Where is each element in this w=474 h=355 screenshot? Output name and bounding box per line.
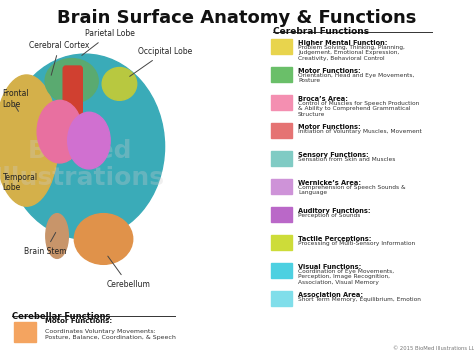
- Bar: [271, 151, 292, 166]
- Text: Higher Mental Function:: Higher Mental Function:: [298, 40, 388, 46]
- Ellipse shape: [5, 54, 164, 239]
- Bar: [271, 67, 292, 82]
- Bar: [271, 235, 292, 250]
- Text: Motor Functions:: Motor Functions:: [298, 124, 361, 130]
- Text: Coordination of Eye Movements,
Perception, Image Recognition,
Association, Visua: Coordination of Eye Movements, Perceptio…: [298, 269, 394, 285]
- Text: Cerebellum: Cerebellum: [106, 256, 150, 289]
- Ellipse shape: [102, 67, 137, 100]
- Bar: [271, 123, 292, 138]
- Ellipse shape: [74, 214, 133, 264]
- Ellipse shape: [68, 112, 110, 169]
- Text: Motor Functions:: Motor Functions:: [45, 318, 112, 324]
- Bar: [271, 39, 292, 54]
- FancyBboxPatch shape: [63, 66, 82, 153]
- Text: Auditory Functions:: Auditory Functions:: [298, 208, 371, 214]
- Ellipse shape: [46, 214, 68, 258]
- Ellipse shape: [37, 100, 82, 163]
- Ellipse shape: [0, 75, 58, 206]
- Text: Motor Functions:: Motor Functions:: [298, 68, 361, 74]
- Text: Sensory Functions:: Sensory Functions:: [298, 152, 369, 158]
- Bar: [271, 95, 292, 110]
- Text: Broca’s Area:: Broca’s Area:: [298, 96, 348, 102]
- Ellipse shape: [45, 59, 98, 103]
- Text: Brain Stem: Brain Stem: [24, 233, 66, 256]
- Text: Wernicke’s Area:: Wernicke’s Area:: [298, 180, 361, 186]
- Text: BioMed
Illustrations: BioMed Illustrations: [0, 138, 165, 190]
- Text: Cerebral Cortex: Cerebral Cortex: [29, 41, 90, 75]
- Bar: [271, 179, 292, 194]
- Text: Tactile Perceptions:: Tactile Perceptions:: [298, 236, 372, 242]
- Bar: [271, 263, 292, 278]
- Text: Coordinates Voluntary Movements:
Posture, Balance, Coordination, & Speech: Coordinates Voluntary Movements: Posture…: [45, 329, 176, 340]
- Text: Frontal
Lobe: Frontal Lobe: [3, 89, 29, 109]
- Text: Temporal
Lobe: Temporal Lobe: [3, 173, 38, 192]
- Text: Association Area:: Association Area:: [298, 292, 363, 298]
- Text: Control of Muscles for Speech Production
& Ability to Comprehend Grammatical
Str: Control of Muscles for Speech Production…: [298, 100, 419, 117]
- Text: Cerebral Functions: Cerebral Functions: [273, 27, 370, 36]
- Text: Cerebellar Functions: Cerebellar Functions: [12, 312, 110, 321]
- Text: Orientation, Head and Eye Movements,
Posture: Orientation, Head and Eye Movements, Pos…: [298, 72, 414, 83]
- Bar: [271, 207, 292, 222]
- Text: Occipital Lobe: Occipital Lobe: [130, 47, 192, 76]
- Text: Comprehension of Speech Sounds &
Language: Comprehension of Speech Sounds & Languag…: [298, 185, 406, 195]
- Text: © 2015 BioMed Illustrations LLC™: © 2015 BioMed Illustrations LLC™: [393, 346, 474, 351]
- Text: Visual Functions:: Visual Functions:: [298, 264, 362, 270]
- Text: Brain Surface Anatomy & Functions: Brain Surface Anatomy & Functions: [57, 9, 417, 27]
- Text: Short Term Memory, Equilibrium, Emotion: Short Term Memory, Equilibrium, Emotion: [298, 297, 421, 302]
- Text: Perception of Sounds: Perception of Sounds: [298, 213, 361, 218]
- Bar: [271, 291, 292, 306]
- Text: Sensation from Skin and Muscles: Sensation from Skin and Muscles: [298, 157, 395, 162]
- Text: Initiation of Voluntary Muscles, Movement: Initiation of Voluntary Muscles, Movemen…: [298, 129, 422, 133]
- Bar: [14, 322, 36, 343]
- Text: Processing of Multi-Sensory Information: Processing of Multi-Sensory Information: [298, 241, 415, 246]
- Text: Problem Solving, Thinking, Planning,
Judgement, Emotional Expression,
Creativity: Problem Solving, Thinking, Planning, Jud…: [298, 45, 405, 61]
- Text: Parietal Lobe: Parietal Lobe: [82, 29, 135, 55]
